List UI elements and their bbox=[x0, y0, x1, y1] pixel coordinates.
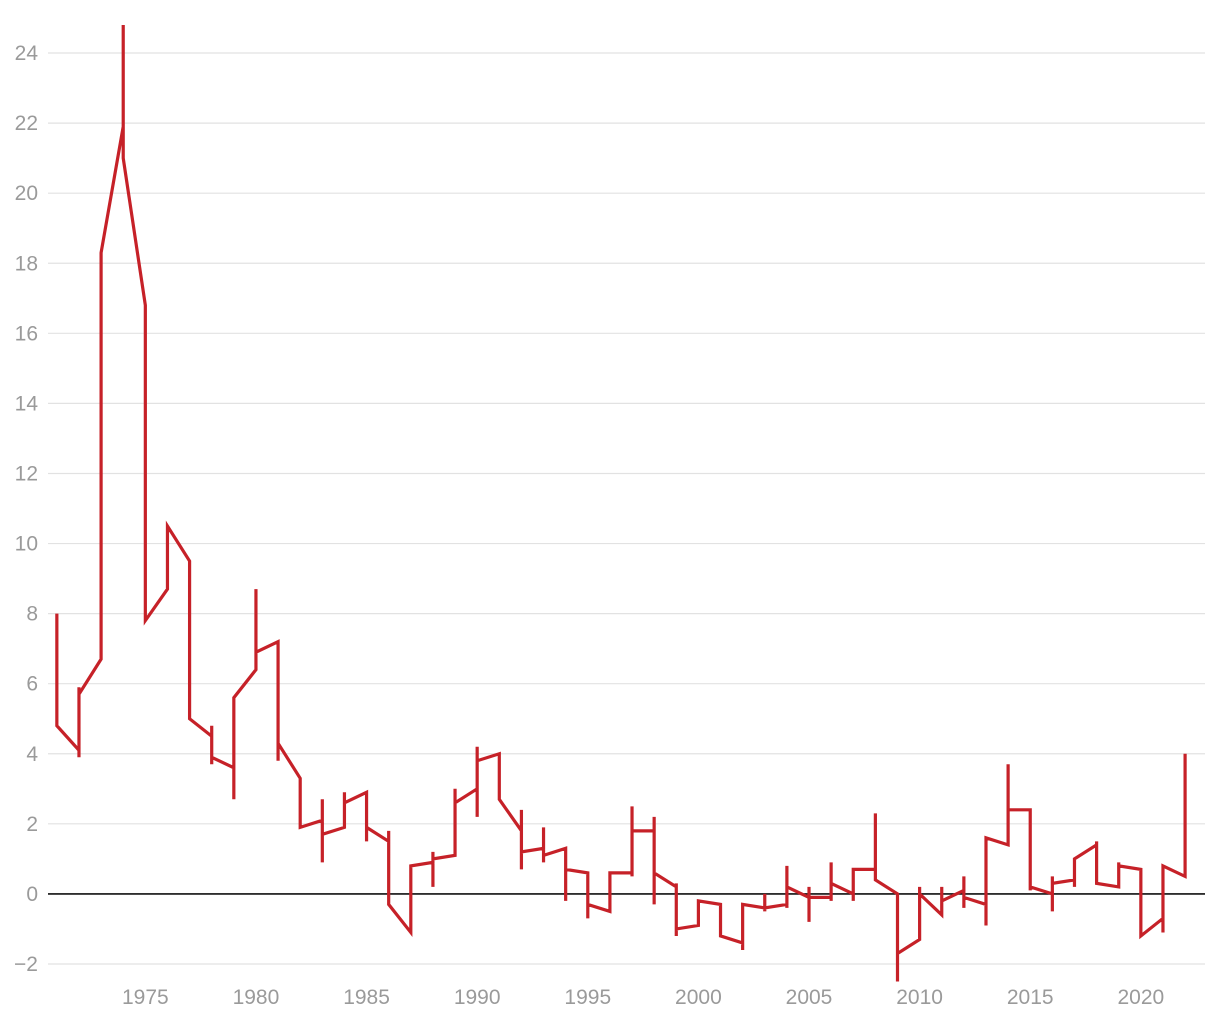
x-tick-label: 1995 bbox=[564, 986, 611, 1009]
y-tick-label: 22 bbox=[15, 112, 38, 135]
data-series bbox=[55, 25, 1187, 982]
x-tick-label: 2010 bbox=[896, 986, 943, 1009]
y-tick-label: 14 bbox=[15, 392, 39, 415]
x-tick-label: 1975 bbox=[122, 986, 169, 1009]
y-tick-label: −2 bbox=[14, 953, 38, 976]
y-tick-label: 10 bbox=[15, 533, 38, 556]
y-tick-label: 6 bbox=[26, 673, 38, 696]
series-line bbox=[55, 25, 1187, 982]
y-tick-label: 0 bbox=[26, 883, 38, 906]
grid-lines bbox=[48, 52, 1205, 965]
x-tick-label: 1990 bbox=[454, 986, 501, 1009]
y-tick-label: 18 bbox=[15, 252, 38, 275]
y-tick-label: 12 bbox=[15, 462, 38, 485]
y-tick-label: 24 bbox=[15, 42, 39, 65]
y-tick-label: 4 bbox=[26, 743, 38, 766]
x-tick-label: 1980 bbox=[233, 986, 280, 1009]
x-axis: 1975 1980 1985 1990 1995 2000 2005 2010 2015 2020 bbox=[122, 986, 1164, 1009]
x-tick-label: 1985 bbox=[343, 986, 390, 1009]
x-tick-label: 2015 bbox=[1007, 986, 1054, 1009]
x-tick-label: 2005 bbox=[786, 986, 833, 1009]
y-tick-label: 16 bbox=[15, 322, 38, 345]
y-tick-label: 2 bbox=[26, 813, 38, 836]
y-tick-label: 20 bbox=[15, 182, 38, 205]
x-tick-label: 2000 bbox=[675, 986, 722, 1009]
x-tick-label: 2020 bbox=[1117, 986, 1164, 1009]
y-tick-label: 8 bbox=[26, 603, 38, 626]
